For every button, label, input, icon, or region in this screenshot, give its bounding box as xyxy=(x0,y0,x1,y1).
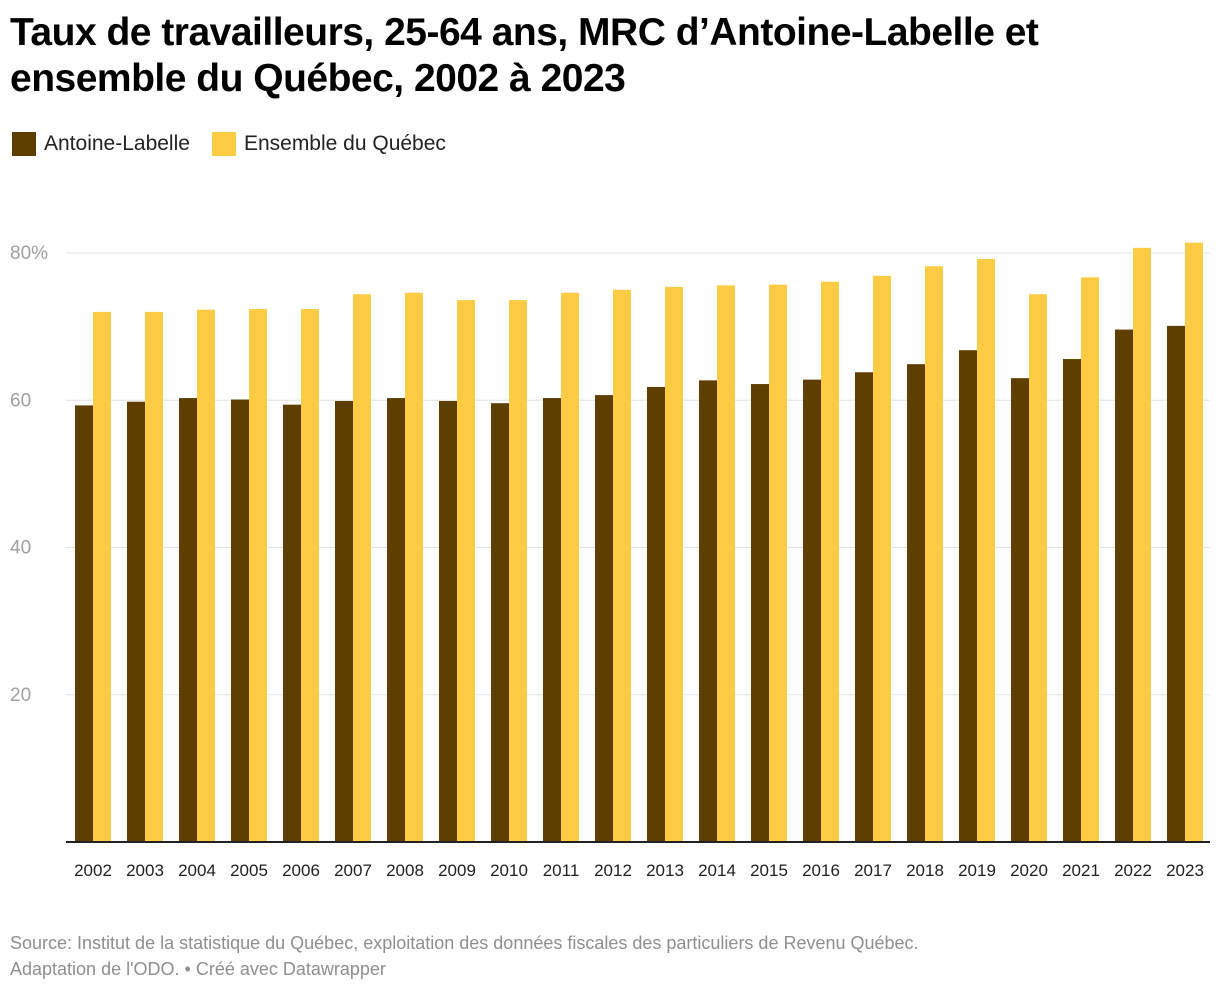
bar-ensemble-quebec-2014 xyxy=(717,285,735,842)
bar-ensemble-quebec-2003 xyxy=(145,311,163,842)
x-tick-label-2018: 2018 xyxy=(906,861,944,880)
bar-antoine-labelle-2004 xyxy=(179,398,197,842)
x-tick-label-2010: 2010 xyxy=(490,861,528,880)
x-tick-label-2009: 2009 xyxy=(438,861,476,880)
bar-antoine-labelle-2021 xyxy=(1063,359,1081,842)
bar-antoine-labelle-2022 xyxy=(1115,329,1133,842)
bar-antoine-labelle-2006 xyxy=(283,404,301,842)
legend-item-antoine-labelle: Antoine-Labelle xyxy=(12,132,190,156)
y-tick-label-60: 60 xyxy=(10,390,31,411)
bar-antoine-labelle-2011 xyxy=(543,398,561,842)
bar-ensemble-quebec-2007 xyxy=(353,294,371,843)
bar-antoine-labelle-2008 xyxy=(387,398,405,842)
y-tick-label-20: 20 xyxy=(10,685,31,706)
bar-ensemble-quebec-2009 xyxy=(457,300,475,842)
x-tick-label-2019: 2019 xyxy=(958,861,996,880)
bar-ensemble-quebec-2023 xyxy=(1185,242,1203,842)
x-tick-label-2011: 2011 xyxy=(543,861,580,880)
bar-ensemble-quebec-2018 xyxy=(925,266,943,842)
legend-item-ensemble-quebec: Ensemble du Québec xyxy=(211,132,446,156)
x-tick-label-2007: 2007 xyxy=(334,861,372,880)
bar-ensemble-quebec-2012 xyxy=(613,289,631,842)
bar-ensemble-quebec-2008 xyxy=(405,292,423,842)
credit-note: Adaptation de l'ODO. • Créé avec Datawra… xyxy=(10,959,386,979)
x-tick-label-2020: 2020 xyxy=(1010,861,1048,880)
bar-ensemble-quebec-2017 xyxy=(873,275,891,843)
x-tick-label-2002: 2002 xyxy=(74,861,112,880)
x-tick-label-2012: 2012 xyxy=(594,861,632,880)
bar-antoine-labelle-2007 xyxy=(335,400,353,842)
bar-antoine-labelle-2010 xyxy=(491,403,509,842)
bar-ensemble-quebec-2019 xyxy=(977,258,995,842)
x-tick-label-2016: 2016 xyxy=(802,861,840,880)
bar-ensemble-quebec-2006 xyxy=(301,308,319,842)
x-tick-label-2004: 2004 xyxy=(178,861,216,880)
bar-antoine-labelle-2003 xyxy=(127,401,145,842)
bar-ensemble-quebec-2013 xyxy=(665,286,683,842)
legend: Antoine-Labelle Ensemble du Québec xyxy=(12,132,468,156)
legend-swatch-antoine-labelle xyxy=(12,132,36,156)
bar-ensemble-quebec-2016 xyxy=(821,281,839,842)
x-tick-label-2006: 2006 xyxy=(282,861,320,880)
bar-antoine-labelle-2013 xyxy=(647,386,665,842)
x-tick-label-2021: 2021 xyxy=(1062,861,1100,880)
bar-ensemble-quebec-2015 xyxy=(769,284,787,842)
bar-ensemble-quebec-2005 xyxy=(249,308,267,842)
bar-antoine-labelle-2014 xyxy=(699,380,717,842)
bar-ensemble-quebec-2011 xyxy=(561,292,579,842)
bar-antoine-labelle-2023 xyxy=(1167,325,1185,842)
x-tick-label-2008: 2008 xyxy=(386,861,424,880)
bar-antoine-labelle-2005 xyxy=(231,399,249,842)
x-tick-label-2003: 2003 xyxy=(126,861,164,880)
bar-antoine-labelle-2009 xyxy=(439,400,457,842)
bar-ensemble-quebec-2022 xyxy=(1133,247,1151,842)
x-tick-label-2022: 2022 xyxy=(1114,861,1152,880)
bar-antoine-labelle-2016 xyxy=(803,379,821,842)
bar-ensemble-quebec-2002 xyxy=(93,311,111,842)
x-tick-label-2005: 2005 xyxy=(230,861,268,880)
y-tick-label-40: 40 xyxy=(10,538,31,559)
chart-title: Taux de travailleurs, 25-64 ans, MRC d’A… xyxy=(10,11,1039,100)
bar-ensemble-quebec-2010 xyxy=(509,300,527,842)
bar-antoine-labelle-2017 xyxy=(855,372,873,842)
bar-antoine-labelle-2018 xyxy=(907,364,925,842)
legend-swatch-ensemble-quebec xyxy=(211,132,236,156)
legend-label-antoine-labelle: Antoine-Labelle xyxy=(44,132,190,155)
bar-chart: 20 40 60 80% 2002 2003 2004 2005 2006 2007 2008 200… xyxy=(10,242,1210,880)
x-tick-label-2014: 2014 xyxy=(698,861,736,880)
bar-antoine-labelle-2015 xyxy=(751,384,769,842)
bar-ensemble-quebec-2020 xyxy=(1029,294,1047,843)
footer: Source: Institut de la statistique du Qu… xyxy=(10,930,919,982)
x-tick-label-2023: 2023 xyxy=(1166,861,1204,880)
bar-antoine-labelle-2002 xyxy=(75,405,93,842)
bar-antoine-labelle-2012 xyxy=(595,395,613,842)
bar-ensemble-quebec-2004 xyxy=(197,309,215,842)
x-tick-label-2015: 2015 xyxy=(750,861,788,880)
bar-ensemble-quebec-2021 xyxy=(1081,277,1099,842)
legend-label-ensemble-quebec: Ensemble du Québec xyxy=(243,132,446,155)
source-note: Source: Institut de la statistique du Qu… xyxy=(10,933,919,953)
y-tick-label-80: 80% xyxy=(10,243,48,264)
bar-antoine-labelle-2020 xyxy=(1011,378,1029,842)
bar-antoine-labelle-2019 xyxy=(959,350,977,842)
x-tick-label-2013: 2013 xyxy=(646,861,684,880)
x-tick-label-2017: 2017 xyxy=(854,861,892,880)
